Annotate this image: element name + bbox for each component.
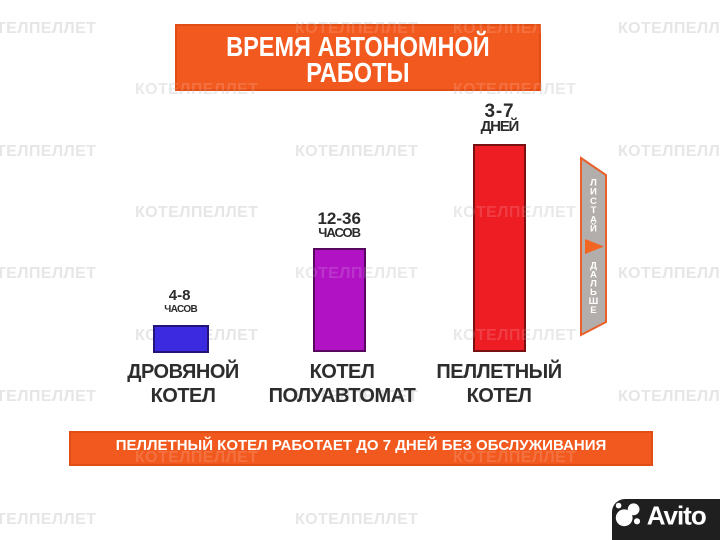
- svg-text:С: С: [590, 196, 597, 207]
- svg-text:Й: Й: [590, 223, 597, 235]
- svg-text:Л: Л: [590, 278, 597, 289]
- svg-text:И: И: [590, 187, 597, 198]
- svg-text:Е: Е: [590, 305, 597, 316]
- svg-text:А: А: [590, 214, 597, 225]
- svg-text:Ь: Ь: [590, 287, 597, 298]
- svg-text:Т: Т: [591, 205, 597, 216]
- svg-text:Avito: Avito: [647, 500, 706, 530]
- svg-text:Д: Д: [590, 261, 597, 272]
- svg-text:А: А: [590, 269, 597, 280]
- svg-text:Ш: Ш: [589, 296, 599, 307]
- svg-text:Л: Л: [590, 178, 597, 189]
